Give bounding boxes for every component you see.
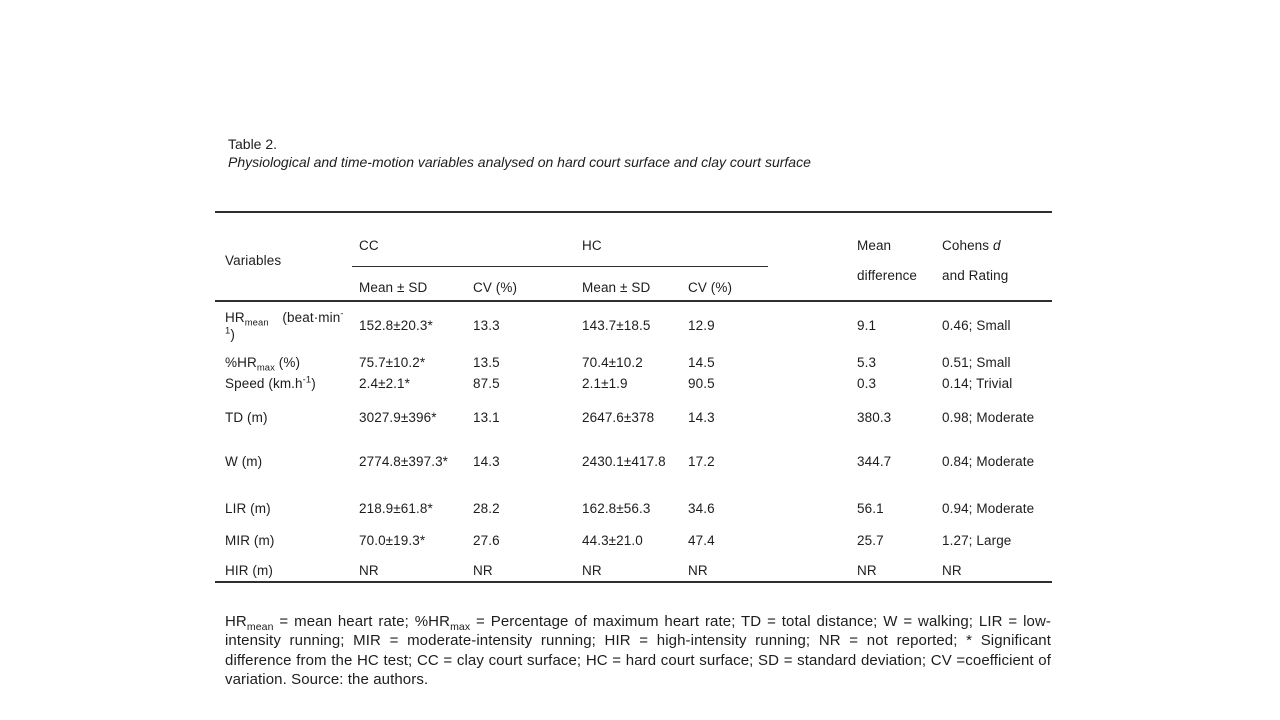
cell-mean-difference: NR bbox=[857, 563, 877, 578]
col-header-cohens-d-line2: and Rating bbox=[942, 268, 1009, 283]
cell-cc-mean-sd: NR bbox=[359, 563, 379, 578]
cell-hc-cv: 90.5 bbox=[688, 376, 715, 391]
cell-mean-difference: 344.7 bbox=[857, 454, 892, 469]
cell-hc-mean-sd: NR bbox=[582, 563, 602, 578]
cell-hc-cv: 47.4 bbox=[688, 533, 715, 548]
row-label-lir: LIR (m) bbox=[225, 501, 271, 516]
row-label-w: W (m) bbox=[225, 454, 263, 469]
cell-cc-mean-sd: 3027.9±396* bbox=[359, 410, 437, 425]
cell-hc-cv: 17.2 bbox=[688, 454, 715, 469]
cell-hc-cv: 12.9 bbox=[688, 318, 715, 333]
table-rule-bottom bbox=[215, 581, 1052, 583]
cell-cc-cv: 13.3 bbox=[473, 318, 500, 333]
table-rule-top bbox=[215, 211, 1052, 213]
row-label-hr-max: %HRmax (%) bbox=[225, 355, 301, 374]
cell-cc-cv: NR bbox=[473, 563, 493, 578]
cell-hc-mean-sd: 2430.1±417.8 bbox=[582, 454, 666, 469]
cell-cohens-d: 0.51; Small bbox=[942, 355, 1011, 370]
row-label-mir: MIR (m) bbox=[225, 533, 275, 548]
cell-mean-difference: 5.3 bbox=[857, 355, 877, 370]
cell-cohens-d: 1.27; Large bbox=[942, 533, 1012, 548]
table-title: Table 2. bbox=[228, 136, 278, 152]
cell-cc-cv: 28.2 bbox=[473, 501, 500, 516]
group-header-cc: CC bbox=[359, 238, 379, 253]
cell-cc-mean-sd: 218.9±61.8* bbox=[359, 501, 433, 516]
cell-hc-mean-sd: 2647.6±378 bbox=[582, 410, 655, 425]
col-header-variables: Variables bbox=[225, 253, 282, 268]
cell-cohens-d: 0.94; Moderate bbox=[942, 501, 1035, 516]
cell-cohens-d: 0.98; Moderate bbox=[942, 410, 1035, 425]
cell-cohens-d: 0.46; Small bbox=[942, 318, 1011, 333]
col-header-mean-difference-line2: difference bbox=[857, 268, 918, 283]
table-footnote: HRmean = mean heart rate; %HRmax = Perce… bbox=[225, 613, 1051, 689]
cell-cc-mean-sd: 2.4±2.1* bbox=[359, 376, 410, 391]
cell-hc-mean-sd: 162.8±56.3 bbox=[582, 501, 651, 516]
row-label-hir: HIR (m) bbox=[225, 563, 273, 578]
cell-cc-cv: 13.5 bbox=[473, 355, 500, 370]
cell-cc-cv: 87.5 bbox=[473, 376, 500, 391]
cell-hc-mean-sd: 2.1±1.9 bbox=[582, 376, 628, 391]
row-label-speed: Speed (km.h-1) bbox=[225, 374, 316, 391]
cell-hc-mean-sd: 143.7±18.5 bbox=[582, 318, 651, 333]
cell-cohens-d: NR bbox=[942, 563, 962, 578]
cell-hc-cv: 14.3 bbox=[688, 410, 715, 425]
group-header-hc: HC bbox=[582, 238, 602, 253]
cell-cc-mean-sd: 70.0±19.3* bbox=[359, 533, 426, 548]
cell-mean-difference: 25.7 bbox=[857, 533, 884, 548]
cell-hc-cv: NR bbox=[688, 563, 708, 578]
cell-hc-cv: 14.5 bbox=[688, 355, 715, 370]
table-caption: Physiological and time-motion variables … bbox=[228, 154, 811, 170]
cell-cohens-d: 0.84; Moderate bbox=[942, 454, 1035, 469]
cell-hc-mean-sd: 70.4±10.2 bbox=[582, 355, 643, 370]
cell-mean-difference: 56.1 bbox=[857, 501, 884, 516]
cell-cc-mean-sd: 152.8±20.3* bbox=[359, 318, 433, 333]
row-label-hr-mean: HRmean (beat·min- 1) bbox=[225, 308, 344, 342]
col-header-hc-mean-sd: Mean ± SD bbox=[582, 280, 651, 295]
col-header-hc-cv: CV (%) bbox=[688, 280, 733, 295]
col-header-mean-difference-line1: Mean bbox=[857, 238, 892, 253]
cell-mean-difference: 380.3 bbox=[857, 410, 892, 425]
col-header-cohens-d-line1: Cohens d bbox=[942, 238, 1001, 253]
cell-cc-mean-sd: 75.7±10.2* bbox=[359, 355, 426, 370]
table-rule-cc-hc-spanner bbox=[352, 266, 768, 267]
cell-mean-difference: 9.1 bbox=[857, 318, 877, 333]
cell-cc-cv: 27.6 bbox=[473, 533, 500, 548]
cell-hc-mean-sd: 44.3±21.0 bbox=[582, 533, 643, 548]
row-label-td: TD (m) bbox=[225, 410, 268, 425]
cell-hc-cv: 34.6 bbox=[688, 501, 715, 516]
col-header-cc-cv: CV (%) bbox=[473, 280, 518, 295]
cell-cc-cv: 14.3 bbox=[473, 454, 500, 469]
cell-mean-difference: 0.3 bbox=[857, 376, 877, 391]
cell-cc-mean-sd: 2774.8±397.3* bbox=[359, 454, 449, 469]
table-rule-header-bottom bbox=[215, 300, 1052, 302]
cell-cc-cv: 13.1 bbox=[473, 410, 500, 425]
col-header-cc-mean-sd: Mean ± SD bbox=[359, 280, 428, 295]
cell-cohens-d: 0.14; Trivial bbox=[942, 376, 1013, 391]
